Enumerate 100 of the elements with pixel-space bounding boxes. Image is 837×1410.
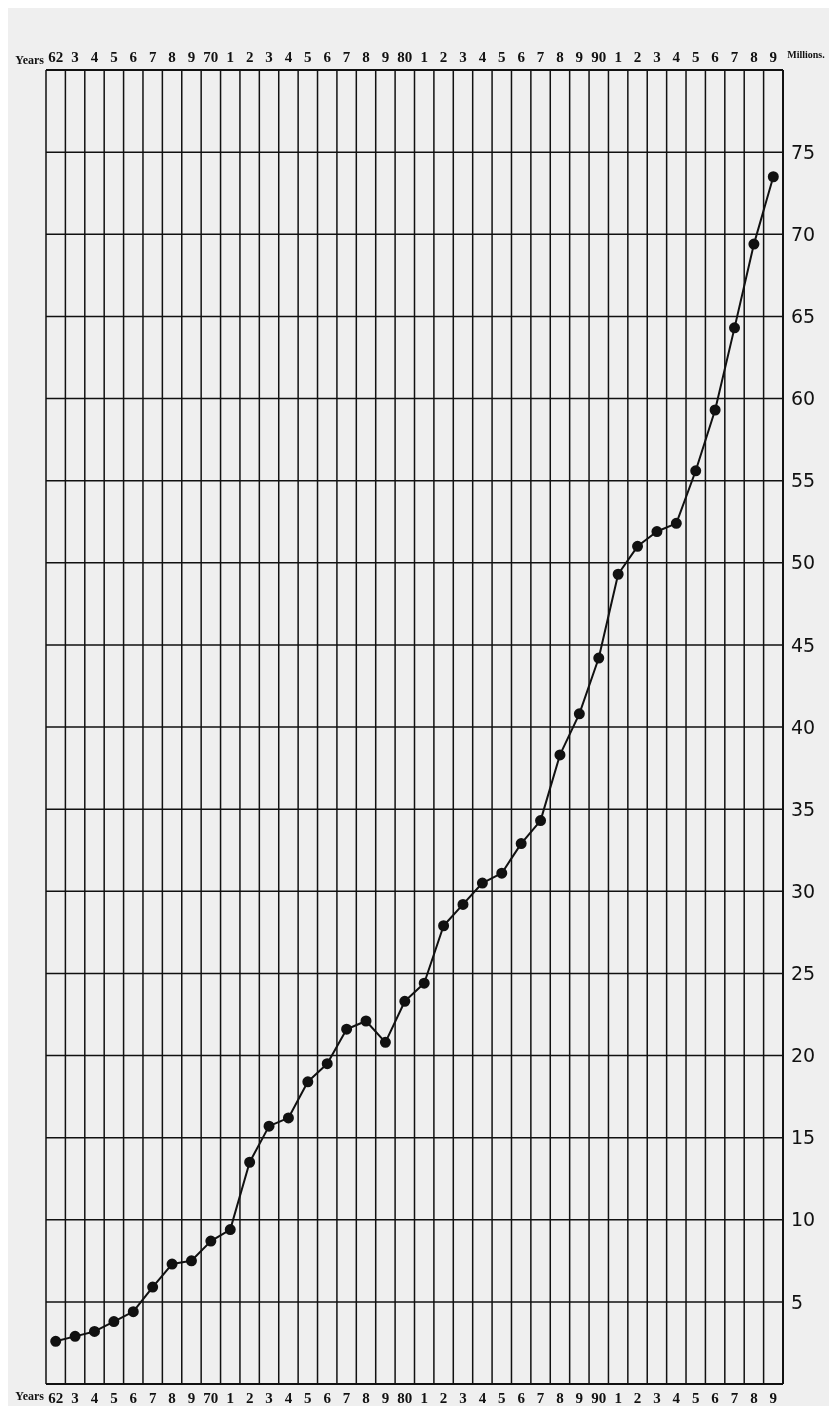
category-label: 80 xyxy=(397,1389,413,1406)
category-label: 2 xyxy=(633,1389,642,1406)
category-label: 3 xyxy=(71,1389,79,1406)
category-label: 5 xyxy=(304,1389,312,1406)
x-tick-label: 6 xyxy=(711,49,720,65)
category-label: 7 xyxy=(148,1389,157,1406)
x-tick-label: 9 xyxy=(381,49,390,65)
category-label: 8 xyxy=(750,1389,758,1406)
category-label: 6 xyxy=(517,1389,525,1406)
x-tick-label: 3 xyxy=(653,49,661,65)
point xyxy=(612,568,624,580)
point xyxy=(166,1258,178,1270)
y-tick-label: 75 xyxy=(791,140,816,163)
x-tick-label: 7 xyxy=(148,49,157,65)
x-tick-label: 8 xyxy=(168,49,176,65)
point xyxy=(438,920,450,932)
text: Years xyxy=(15,1389,44,1403)
point xyxy=(379,1036,391,1048)
x-tick-label: 9 xyxy=(187,49,196,65)
category-label: 9 xyxy=(575,1389,584,1406)
category-label: 5 xyxy=(691,1389,700,1406)
category-label: 1 xyxy=(614,1389,622,1406)
category-label: 8 xyxy=(556,1389,564,1406)
point xyxy=(418,977,430,989)
y-tick-label: 15 xyxy=(791,1126,816,1149)
x-tick-label: 2 xyxy=(633,49,642,65)
x-tick-label: 5 xyxy=(304,49,312,65)
category-label: 7 xyxy=(342,1389,351,1406)
x-tick-label: 4 xyxy=(90,49,99,65)
category-label: 4 xyxy=(284,1389,293,1406)
y-tick-label: 35 xyxy=(791,797,816,820)
category-label: 9 xyxy=(187,1389,196,1406)
point xyxy=(709,404,721,416)
point xyxy=(767,171,779,183)
point xyxy=(535,815,547,827)
x-tick-label: 5 xyxy=(691,49,700,65)
category-label: 3 xyxy=(459,1389,467,1406)
point xyxy=(263,1120,275,1132)
point xyxy=(748,238,760,250)
x-tick-label: 5 xyxy=(498,49,506,65)
point xyxy=(108,1316,120,1328)
y-tick-label: 50 xyxy=(791,551,816,574)
y-tick-label: 60 xyxy=(791,387,816,410)
point xyxy=(573,708,585,720)
category-label: 6 xyxy=(129,1389,138,1406)
category-label: 3 xyxy=(653,1389,661,1406)
x-tick-label: 90 xyxy=(591,49,607,65)
point xyxy=(457,898,469,910)
category-label: 4 xyxy=(672,1389,681,1406)
point xyxy=(244,1156,256,1168)
point xyxy=(476,877,488,889)
x-tick-label: 8 xyxy=(556,49,564,65)
point xyxy=(341,1023,353,1035)
point xyxy=(515,838,527,850)
category-label: 90 xyxy=(591,1389,607,1406)
x-tick-label: 8 xyxy=(362,49,370,65)
x-tick-label: 9 xyxy=(769,49,778,65)
point xyxy=(593,652,605,664)
y-tick-label: 30 xyxy=(791,879,816,902)
point xyxy=(670,517,682,529)
point xyxy=(554,749,566,761)
y-tick-label: 40 xyxy=(791,715,816,738)
category-label: 7 xyxy=(730,1389,739,1406)
point xyxy=(205,1235,217,1247)
category-label: 8 xyxy=(362,1389,370,1406)
x-tick-label: 6 xyxy=(323,49,332,65)
category-label: 4 xyxy=(478,1389,487,1406)
point xyxy=(632,540,644,552)
x-tick-label: 1 xyxy=(614,49,622,65)
category-label: 62 xyxy=(48,1389,64,1406)
category-label: 1 xyxy=(420,1389,428,1406)
x-tick-label: 4 xyxy=(478,49,487,65)
point xyxy=(302,1076,314,1088)
x-tick-label: 9 xyxy=(575,49,584,65)
point xyxy=(321,1058,333,1070)
point xyxy=(282,1112,294,1124)
category-label: 9 xyxy=(381,1389,390,1406)
y-axis-title: Millions. xyxy=(787,49,826,60)
point xyxy=(69,1330,81,1342)
y-tick-label: 65 xyxy=(791,305,816,328)
x-tick-label: 8 xyxy=(750,49,758,65)
point xyxy=(729,322,741,334)
x-tick-label: 7 xyxy=(342,49,351,65)
category-label: 5 xyxy=(498,1389,506,1406)
x-tick-label: 2 xyxy=(245,49,254,65)
point xyxy=(496,867,508,879)
point xyxy=(690,465,702,477)
x-tick-label: 70 xyxy=(203,49,219,65)
x-tick-label: 7 xyxy=(536,49,545,65)
point xyxy=(50,1335,62,1347)
x-axis-title: Years xyxy=(15,53,45,67)
point xyxy=(185,1255,197,1267)
y-tick-label: 5 xyxy=(791,1290,804,1313)
point xyxy=(651,526,663,538)
category-label: 6 xyxy=(323,1389,331,1406)
category-label: 7 xyxy=(536,1389,545,1406)
x-tick-label: 62 xyxy=(48,49,64,65)
category-label: 2 xyxy=(439,1389,448,1406)
category-label: 8 xyxy=(168,1389,176,1406)
y-tick-label: 25 xyxy=(791,962,816,985)
